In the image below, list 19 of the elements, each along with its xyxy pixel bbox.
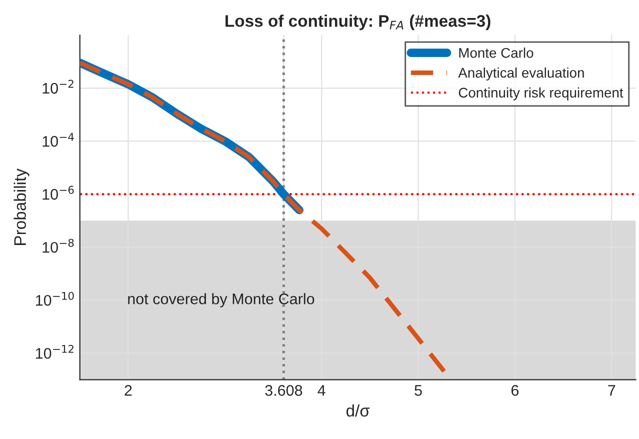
x-tick-label: 5 (414, 385, 422, 396)
x-tick-label: 3.608 (265, 385, 302, 396)
x-tick-label: 4 (318, 385, 326, 396)
x-axis-title: d/σ (346, 404, 370, 417)
y-tick-label: 10$^{−8}$ (42, 238, 74, 253)
legend-label: Analytical evaluation (458, 68, 584, 80)
y-tick-label: 10$^{−6}$ (42, 186, 74, 200)
y-axis-title: Probability (14, 168, 30, 245)
chart-title: Loss of continuity: P$_{FA}$ (#meas=3) (226, 14, 490, 30)
legend-label: Monte Carlo (459, 48, 534, 58)
y-tick-label: 10$^{−10}$ (36, 292, 74, 306)
y-tick-label: 10$^{−12}$ (36, 344, 74, 359)
y-tick-label: 10$^{−2}$ (42, 80, 74, 94)
x-tick-label: 2 (124, 385, 132, 396)
x-tick-label: 7 (608, 385, 616, 396)
y-tick-label: 10$^{−4}$ (42, 132, 74, 147)
band-label: not covered by Monte Carlo (128, 293, 314, 308)
x-tick-label: 6 (511, 385, 519, 396)
legend-label: Continuity risk requirement (458, 87, 624, 100)
